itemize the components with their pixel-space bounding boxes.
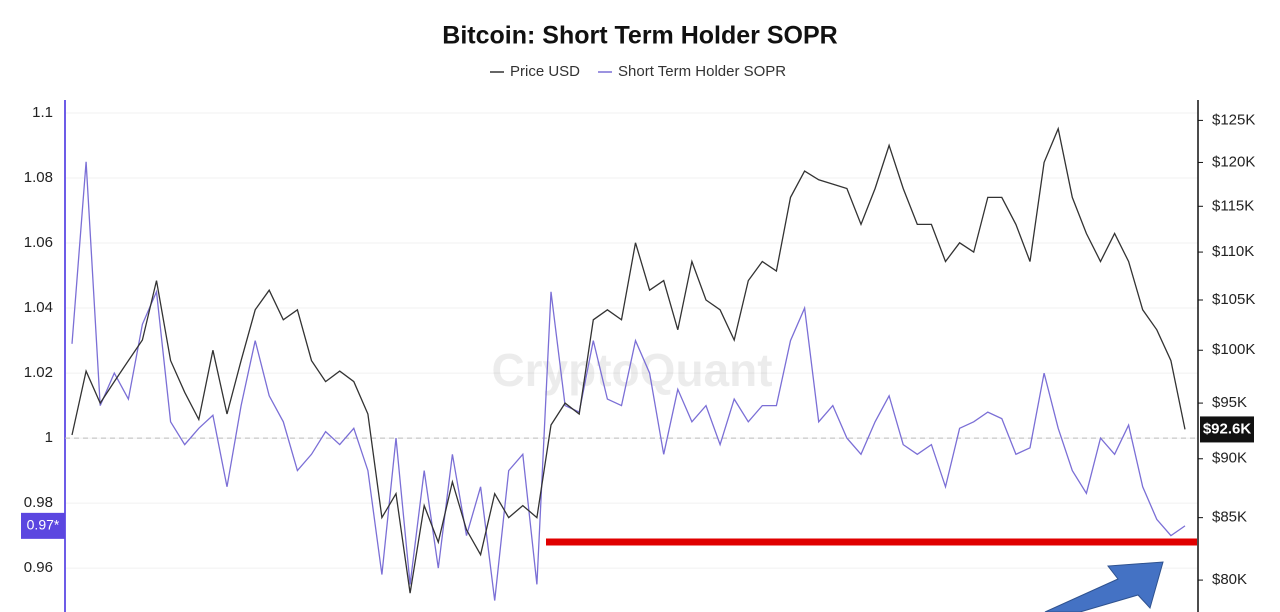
y2-tick-label: $125K (1212, 111, 1255, 128)
y-tick-label: 1.04 (24, 299, 53, 316)
current-value-badge (21, 512, 65, 539)
y-tick-label: 1.06 (24, 234, 53, 251)
y2-tick-label: $90K (1212, 450, 1247, 467)
y-tick-label: 0.98 (24, 494, 53, 511)
grid (65, 112, 1198, 569)
series-line (71, 126, 1186, 594)
series-line (71, 161, 1186, 601)
watermark: CryptoQuant (491, 344, 772, 396)
y2-tick-label: $115K (1212, 197, 1254, 214)
y-tick-label: 1 (45, 429, 53, 446)
y2-tick-label: $110K (1212, 243, 1254, 260)
legend-label: Short Term Holder SOPR (618, 63, 786, 80)
current-price-label: $92.6K (1203, 420, 1252, 437)
current-value-label: 0.97* (27, 517, 60, 533)
y2-tick-label: $105K (1212, 291, 1255, 308)
y2-tick-label: $85K (1212, 509, 1247, 526)
y2-tick-label: $100K (1212, 341, 1255, 358)
legend-label: Price USD (510, 63, 580, 80)
y2-tick-label: $120K (1212, 153, 1255, 170)
y-tick-label: 0.96 (24, 559, 53, 576)
y-tick-label: 1.08 (24, 169, 53, 186)
y2-tick-label: $95K (1212, 394, 1247, 411)
chart-title: Bitcoin: Short Term Holder SOPR (442, 22, 837, 50)
y-tick-label: 1.02 (24, 364, 53, 381)
y2-tick-label: $80K (1212, 571, 1247, 588)
y-tick-label: 1.1 (32, 104, 53, 121)
arrow (1044, 561, 1164, 612)
current-price-badge (1200, 416, 1254, 443)
